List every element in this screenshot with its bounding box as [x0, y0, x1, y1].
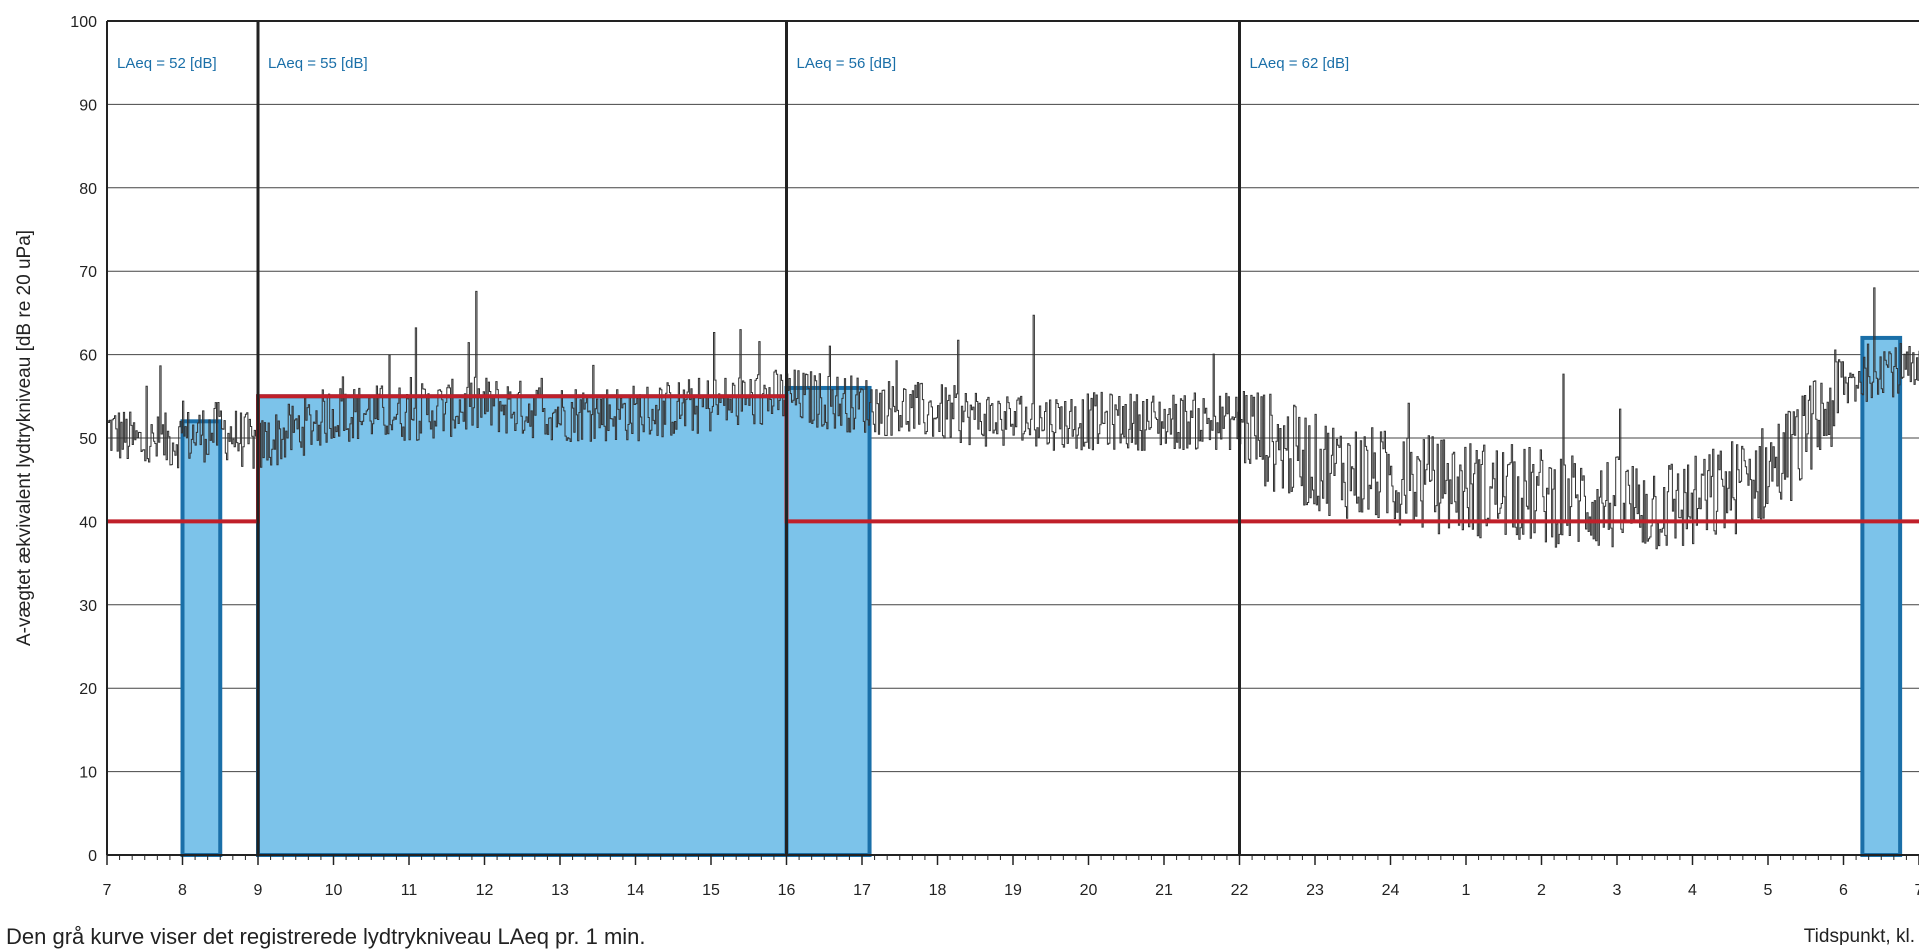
x-tick-label: 16	[778, 882, 796, 899]
y-tick-label: 40	[79, 514, 97, 531]
period-laeq-label: LAeq = 52 [dB]	[117, 55, 217, 72]
x-tick-label: 10	[325, 882, 343, 899]
x-tick-label: 9	[254, 882, 263, 899]
period-laeq-label: LAeq = 62 [dB]	[1250, 55, 1350, 72]
laeq-bar	[1860, 335, 1903, 858]
x-tick-label: 7	[1915, 882, 1919, 899]
y-tick-label: 30	[79, 598, 97, 615]
x-tick-label: 5	[1764, 882, 1773, 899]
x-tick-label: 20	[1080, 882, 1098, 899]
x-tick-label: 24	[1382, 882, 1400, 899]
y-tick-label: 60	[79, 348, 97, 365]
x-tick-label: 3	[1613, 882, 1622, 899]
x-tick-label: 17	[853, 882, 871, 899]
y-tick-label: 50	[79, 431, 97, 448]
x-tick-label: 19	[1004, 882, 1022, 899]
x-tick-label: 7	[103, 882, 112, 899]
x-tick-label: 4	[1688, 882, 1697, 899]
y-tick-label: 0	[88, 848, 97, 865]
x-tick-label: 18	[929, 882, 947, 899]
x-tick-label: 23	[1306, 882, 1324, 899]
laeq-bar	[180, 419, 223, 857]
y-tick-label: 80	[79, 181, 97, 198]
x-axis-title: Tidspunkt, kl.	[1804, 926, 1915, 945]
x-tick-label: 21	[1155, 882, 1173, 899]
y-tick-label: 20	[79, 681, 97, 698]
x-tick-label: 22	[1231, 882, 1249, 899]
x-tick-label: 14	[627, 882, 645, 899]
noise-trace	[107, 287, 1919, 550]
x-tick-label: 6	[1839, 882, 1848, 899]
x-tick-label: 2	[1537, 882, 1546, 899]
x-tick-label: 8	[178, 882, 187, 899]
y-axis-title: A-vægtet ækvivalent lydtrykniveau [dB re…	[14, 230, 35, 646]
laeq-bar	[256, 394, 789, 857]
y-tick-label: 10	[79, 765, 97, 782]
x-tick-label: 13	[551, 882, 569, 899]
x-tick-label: 11	[401, 882, 418, 899]
chart-caption: Den grå kurve viser det registrerede lyd…	[6, 924, 646, 949]
laeq-bar	[784, 385, 872, 857]
x-tick-label: 12	[476, 882, 494, 899]
limit-line	[107, 394, 1919, 524]
y-tick-label: 70	[79, 264, 97, 281]
x-tick-label: 1	[1462, 882, 1471, 899]
x-tick-label: 15	[702, 882, 720, 899]
y-tick-label: 100	[70, 14, 97, 31]
y-tick-label: 90	[79, 97, 97, 114]
period-laeq-label: LAeq = 55 [dB]	[268, 55, 368, 72]
period-laeq-label: LAeq = 56 [dB]	[797, 55, 897, 72]
